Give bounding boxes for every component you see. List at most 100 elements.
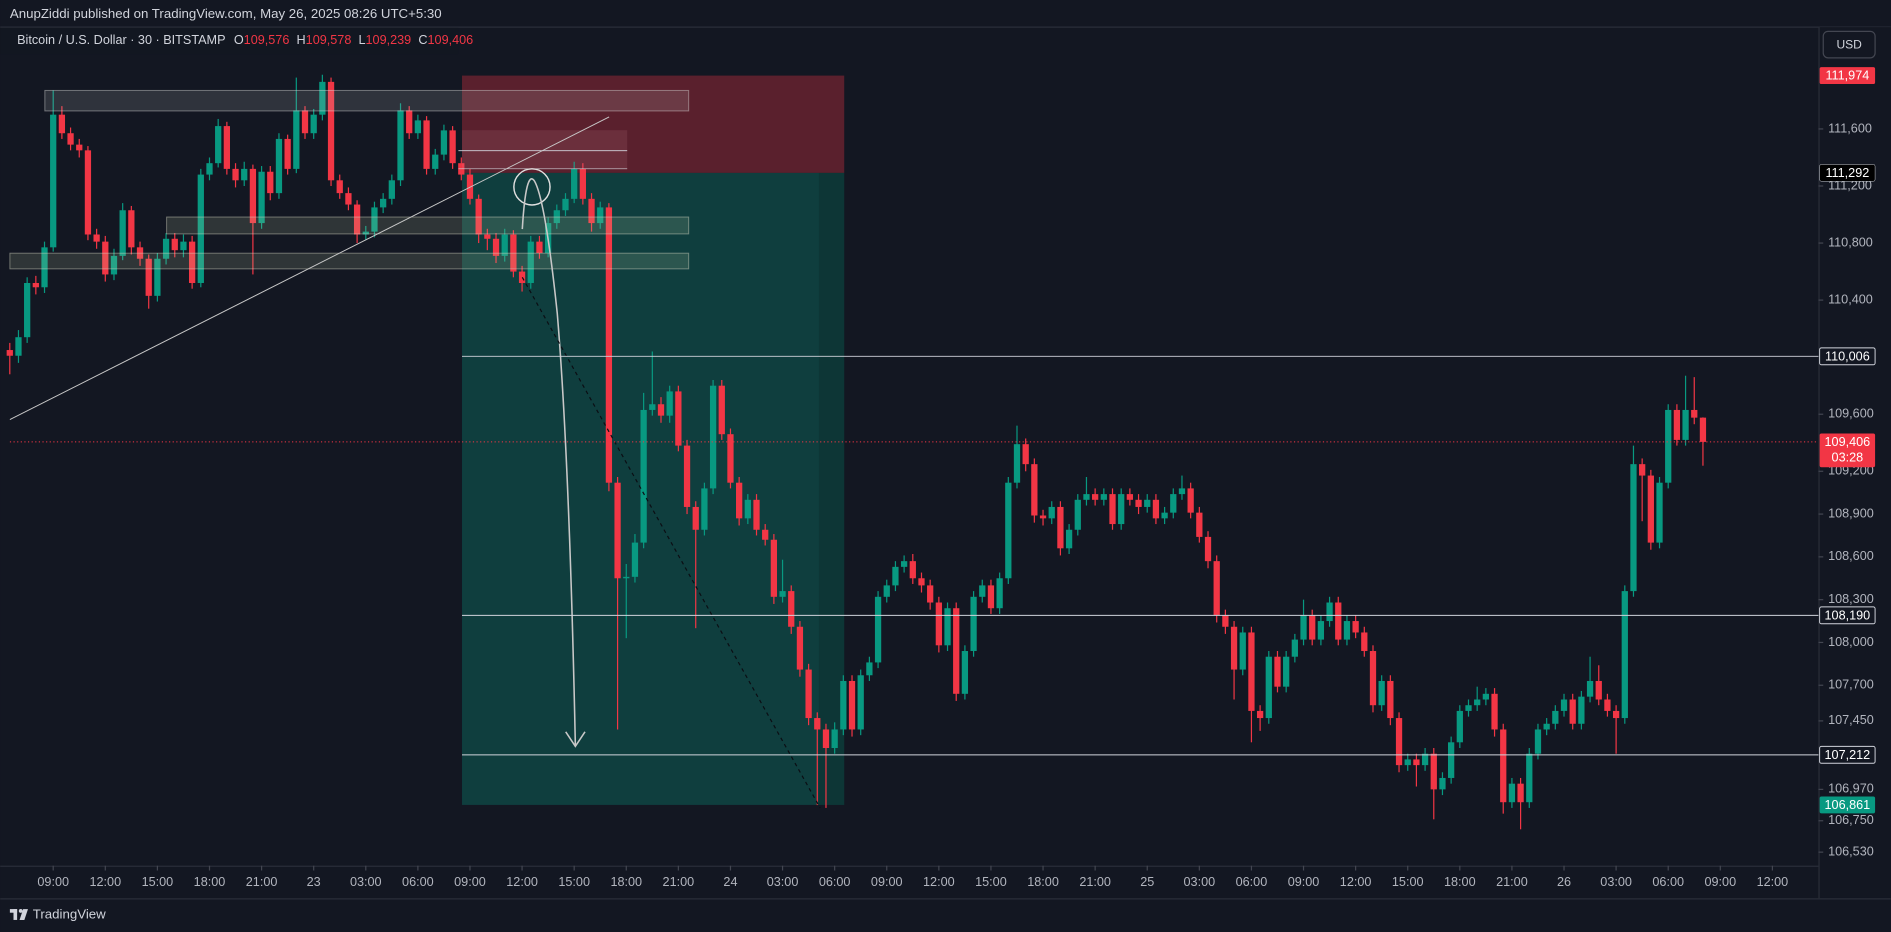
x-tick-label: 09:00 — [1288, 875, 1320, 889]
candle-body — [206, 163, 213, 175]
brand-logo — [9, 908, 28, 920]
candle-body — [866, 662, 873, 676]
candle-body — [623, 576, 630, 579]
candle-body — [93, 234, 100, 242]
candle-body — [1135, 499, 1142, 507]
currency-button[interactable] — [1822, 30, 1876, 59]
price-label-countdown: 03:28 — [1832, 451, 1864, 465]
zone — [166, 216, 690, 235]
candle-body — [597, 207, 604, 224]
ohlc-letter: O — [234, 33, 244, 47]
price-label: 106,861 — [1825, 798, 1871, 812]
candle-body — [814, 718, 821, 730]
candle-body — [588, 198, 595, 224]
ohlc-value: 109,576 — [244, 33, 290, 47]
x-tick-label: 03:00 — [1184, 875, 1216, 889]
candle-body — [1144, 499, 1151, 507]
candle-body — [527, 241, 534, 283]
x-tick-label: 18:00 — [1027, 875, 1059, 889]
candle-body — [1639, 464, 1646, 476]
price-label-box — [1819, 433, 1876, 468]
candle-body — [1621, 591, 1628, 719]
candle-body — [188, 241, 196, 283]
candle-body — [1170, 494, 1177, 513]
x-tick-label: 23 — [307, 875, 321, 889]
x-tick-label: 06:00 — [1236, 875, 1268, 889]
candle-body — [432, 154, 439, 169]
candle-body — [918, 578, 925, 586]
candle-body — [241, 168, 248, 181]
x-tick-label: 15:00 — [975, 875, 1007, 889]
x-tick-label: 18:00 — [1444, 875, 1476, 889]
symbol-legend: Bitcoin / U.S. Dollar · 30 · BITSTAMP O1… — [17, 33, 473, 47]
candle-body — [1309, 615, 1316, 640]
candle-body — [232, 168, 239, 181]
candle-body — [1196, 512, 1203, 537]
candle-body — [1526, 753, 1533, 803]
candle-body — [1005, 482, 1012, 579]
symbol: Bitcoin / U.S. Dollar · 30 · BITSTAMP — [17, 33, 225, 47]
curved-arrow — [521, 178, 577, 746]
y-tick-label: 111,200 — [1828, 178, 1872, 192]
y-tick-label: 109,600 — [1828, 407, 1874, 421]
candle-body — [1013, 444, 1021, 483]
candle-body — [701, 488, 708, 530]
x-tick-label: 09:00 — [1704, 875, 1736, 889]
x-tick-label: 03:00 — [350, 875, 382, 889]
y-tick-label: 110,400 — [1828, 292, 1873, 306]
position-layer — [462, 75, 845, 805]
candle-body — [1361, 632, 1368, 652]
candle-body — [953, 608, 960, 694]
candle-body — [683, 445, 691, 507]
candle-body — [631, 542, 639, 577]
candle-body — [440, 130, 448, 155]
price-label: 109,406 — [1825, 435, 1871, 449]
y-tick-label: 107,700 — [1828, 678, 1874, 692]
x-tick-label: 06:00 — [819, 875, 851, 889]
candle-body — [1378, 680, 1385, 706]
candle-body — [970, 596, 977, 652]
price-label-box — [1819, 745, 1876, 764]
price-label: 107,212 — [1825, 748, 1871, 762]
candle-body — [1517, 783, 1524, 803]
candle-body — [50, 114, 57, 248]
candle-body — [1491, 693, 1498, 730]
candle-body — [1656, 482, 1663, 543]
candle-body — [1239, 632, 1246, 670]
candle-body — [1326, 602, 1333, 622]
candle-body — [1413, 759, 1420, 766]
candle-body — [1569, 699, 1576, 724]
candle-body — [1465, 705, 1472, 711]
candle-body — [406, 110, 413, 134]
candle-body — [32, 282, 39, 288]
candle-body — [1604, 699, 1611, 711]
x-tick-label: 12:00 — [1757, 875, 1789, 889]
candle-body — [640, 409, 647, 543]
candle-body — [397, 110, 404, 181]
candle-body — [1057, 506, 1064, 549]
candle-body — [753, 499, 760, 530]
candle-body — [553, 210, 560, 224]
currency-label[interactable]: USD — [1836, 37, 1862, 51]
candle-body — [657, 404, 665, 416]
ohlc-letter: H — [297, 33, 306, 47]
candles — [6, 74, 1707, 830]
price-label: 110,006 — [1825, 349, 1870, 363]
candle-body — [1630, 464, 1637, 592]
y-tick-label: 111,600 — [1828, 121, 1872, 135]
candle-body — [796, 626, 804, 670]
candle-body — [1283, 656, 1290, 687]
candle-body — [1161, 512, 1168, 519]
candle-body — [388, 180, 395, 199]
candle-body — [41, 247, 48, 288]
candle-body — [1109, 494, 1116, 525]
candle-body — [1369, 651, 1377, 706]
candle-body — [1682, 409, 1689, 440]
ohlc-value: 109,239 — [366, 33, 412, 47]
candle-body — [1248, 632, 1255, 711]
y-tick-label: 107,450 — [1828, 713, 1874, 727]
x-tick-label: 06:00 — [402, 875, 434, 889]
price-label: 111,292 — [1825, 166, 1869, 180]
candle-body — [1612, 710, 1620, 719]
candle-body — [128, 210, 135, 248]
